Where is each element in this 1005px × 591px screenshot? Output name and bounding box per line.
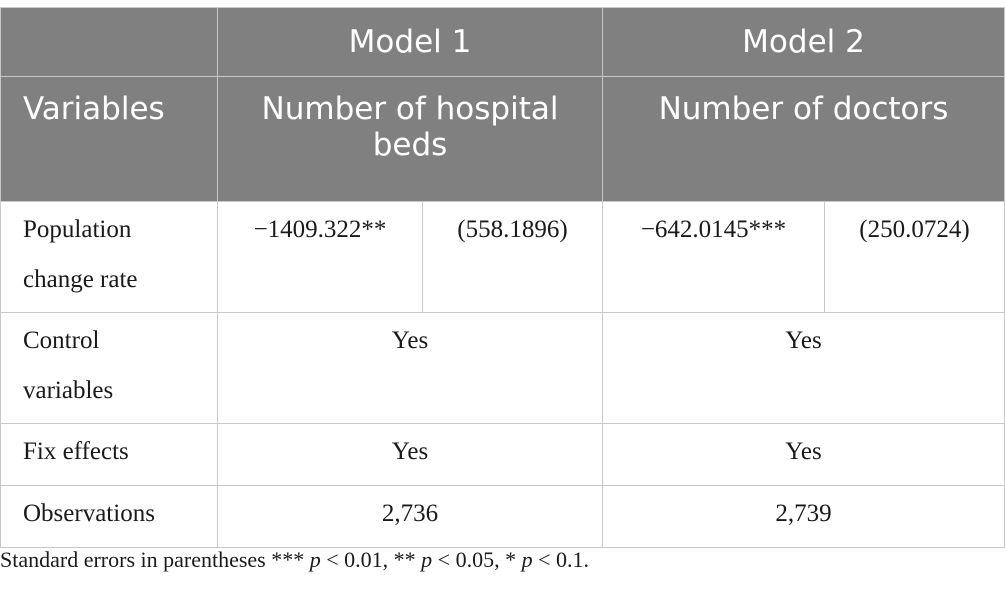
model-2-value: Yes [602, 312, 1005, 424]
model-1-value: Yes [217, 312, 603, 424]
row-label: Fix effects [0, 423, 218, 486]
model-1-value: Yes [217, 423, 603, 486]
model-1-standard-error: (558.1896) [422, 201, 603, 313]
model-2-coefficient: −642.0145*** [602, 201, 825, 313]
row-label: Observations [0, 485, 218, 548]
dependent-variable-1-header: Number of hospital beds [217, 76, 603, 202]
table-row-fix-effects: Fix effects Yes Yes [0, 423, 1005, 486]
table-footnote: Standard errors in parentheses *** p < 0… [0, 547, 590, 572]
model-header-row: Model 1 Model 2 [0, 7, 1005, 77]
model-1-coefficient: −1409.322** [217, 201, 423, 313]
variables-header: Variables [0, 76, 218, 202]
table-row-control-variables: Control variables Yes Yes [0, 312, 1005, 424]
model-2-header: Model 2 [602, 7, 1005, 77]
empty-header-cell [0, 7, 218, 77]
model-2-value: Yes [602, 423, 1005, 486]
table-row-population-change-rate: Population change rate −1409.322** (558.1… [0, 201, 1005, 313]
regression-results-table: Model 1 Model 2 Variables Number of hosp… [0, 7, 1005, 548]
dependent-variable-2-header: Number of doctors [602, 76, 1005, 202]
table-row-observations: Observations 2,736 2,739 [0, 485, 1005, 548]
model-1-header: Model 1 [217, 7, 603, 77]
row-label: Population change rate [0, 201, 218, 313]
model-2-standard-error: (250.0724) [824, 201, 1005, 313]
model-1-value: 2,736 [217, 485, 603, 548]
model-2-value: 2,739 [602, 485, 1005, 548]
variable-header-row: Variables Number of hospital beds Number… [0, 76, 1005, 202]
row-label: Control variables [0, 312, 218, 424]
